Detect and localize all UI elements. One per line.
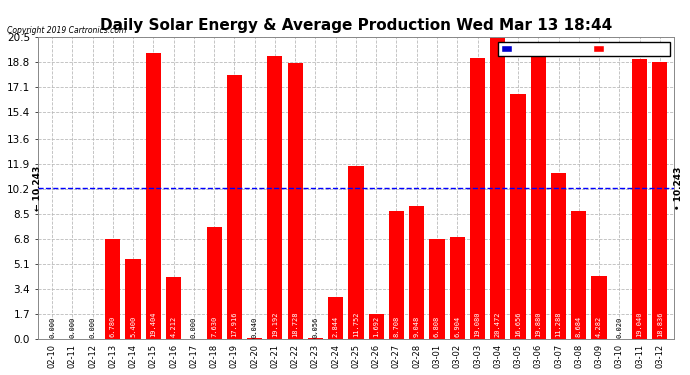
Bar [490, 38, 505, 339]
Bar [288, 63, 303, 339]
Text: 19.192: 19.192 [272, 311, 278, 337]
Bar [470, 58, 485, 339]
Bar [247, 338, 262, 339]
Text: 6.780: 6.780 [110, 315, 116, 337]
Bar [429, 239, 444, 339]
Text: 7.630: 7.630 [211, 315, 217, 337]
Text: 11.288: 11.288 [555, 311, 562, 337]
Text: 0.056: 0.056 [313, 317, 318, 338]
Bar [348, 166, 364, 339]
Text: 5.400: 5.400 [130, 315, 136, 337]
Bar [591, 276, 607, 339]
Bar [551, 173, 566, 339]
Text: 11.752: 11.752 [353, 311, 359, 337]
Bar [531, 46, 546, 339]
Text: 20.472: 20.472 [495, 311, 501, 337]
Bar [308, 338, 323, 339]
Text: 4.282: 4.282 [596, 315, 602, 337]
Text: 9.048: 9.048 [414, 315, 420, 337]
Text: 1.692: 1.692 [373, 315, 380, 337]
Text: 6.904: 6.904 [454, 315, 460, 337]
Text: 0.000: 0.000 [191, 317, 197, 338]
Bar [227, 75, 242, 339]
Bar [166, 277, 181, 339]
Text: 0.020: 0.020 [616, 317, 622, 338]
Text: • 10.243: • 10.243 [674, 166, 683, 210]
Text: 8.684: 8.684 [576, 315, 582, 337]
Text: 16.656: 16.656 [515, 311, 521, 337]
Bar [389, 211, 404, 339]
Text: 19.080: 19.080 [475, 311, 480, 337]
Text: 0.000: 0.000 [69, 317, 75, 338]
Text: 18.836: 18.836 [657, 311, 663, 337]
Text: 6.808: 6.808 [434, 315, 440, 337]
Text: 0.000: 0.000 [49, 317, 55, 338]
Text: 19.040: 19.040 [637, 311, 642, 337]
Bar [267, 56, 282, 339]
Text: 0.040: 0.040 [252, 317, 257, 338]
Bar [206, 226, 221, 339]
Text: 19.404: 19.404 [150, 311, 157, 337]
Bar [328, 297, 344, 339]
Bar [105, 239, 120, 339]
Bar [632, 58, 647, 339]
Legend: Average  (kWh), Daily  (kWh): Average (kWh), Daily (kWh) [498, 42, 669, 56]
Text: 8.708: 8.708 [393, 315, 400, 337]
Title: Daily Solar Energy & Average Production Wed Mar 13 18:44: Daily Solar Energy & Average Production … [100, 18, 612, 33]
Text: 19.880: 19.880 [535, 311, 541, 337]
Text: Copyright 2019 Cartronics.com: Copyright 2019 Cartronics.com [7, 26, 126, 35]
Text: 2.844: 2.844 [333, 315, 339, 337]
Text: 17.916: 17.916 [231, 311, 237, 337]
Bar [511, 94, 526, 339]
Bar [126, 260, 141, 339]
Bar [368, 314, 384, 339]
Bar [652, 62, 667, 339]
Text: 18.728: 18.728 [292, 311, 298, 337]
Bar [450, 237, 465, 339]
Bar [409, 206, 424, 339]
Bar [146, 53, 161, 339]
Bar [571, 211, 586, 339]
Text: ← 10.243: ← 10.243 [33, 165, 42, 211]
Text: 0.000: 0.000 [90, 317, 95, 338]
Text: 4.212: 4.212 [170, 315, 177, 337]
